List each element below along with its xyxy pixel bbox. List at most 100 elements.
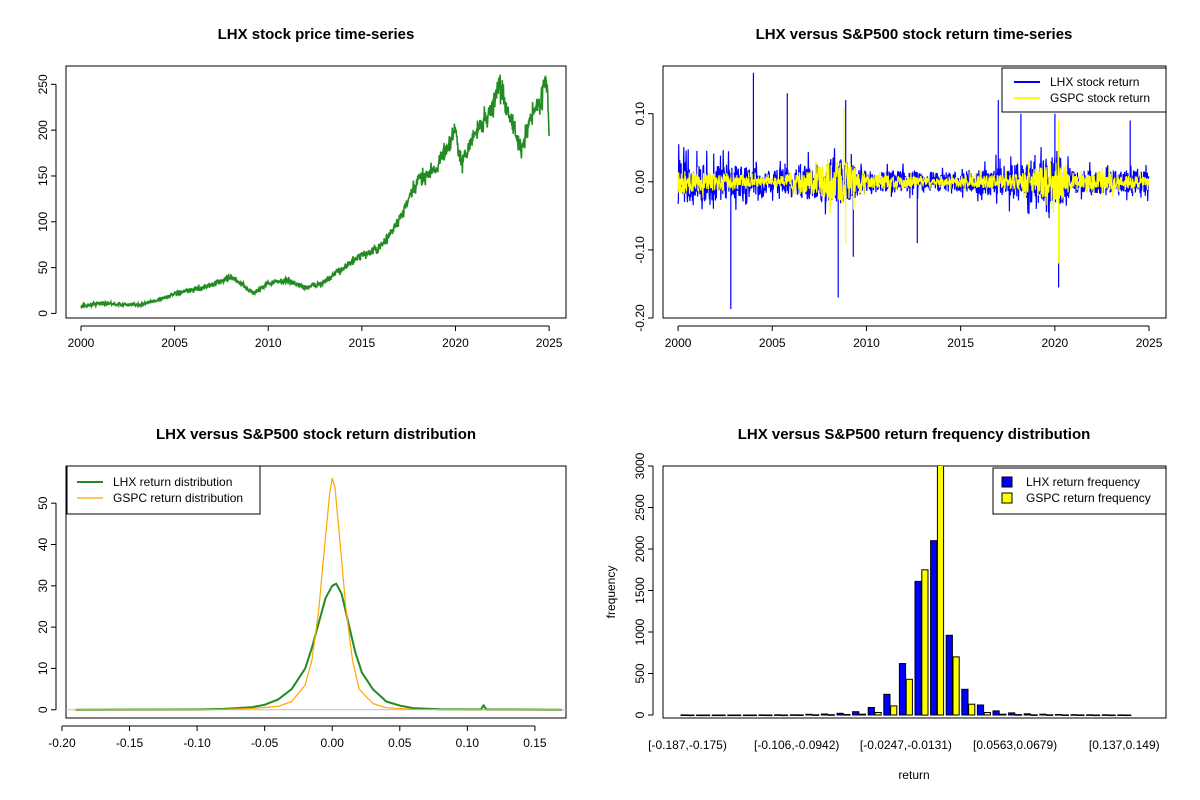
chart-title: LHX versus S&P500 stock return time-seri…: [756, 26, 1073, 43]
legend-box: [992, 467, 1167, 515]
x-tick-label: 2000: [68, 336, 95, 350]
lhx-frequency-bar: [774, 714, 782, 716]
x-tick-label: 2025: [1136, 336, 1163, 350]
legend-label: GSPC return frequency: [1026, 491, 1151, 505]
lhx-frequency-bar: [805, 713, 813, 716]
legend-swatch: [1001, 476, 1013, 488]
gspc-frequency-bar: [890, 705, 898, 716]
x-tick-label: [0.137,0.149): [1089, 738, 1160, 752]
gspc-frequency-bar: [1108, 714, 1116, 717]
y-tick-label: 0: [36, 706, 50, 713]
x-tick-label: 2000: [665, 336, 692, 350]
gspc-frequency-bar: [843, 714, 851, 716]
lhx-frequency-bar: [1023, 713, 1031, 716]
plot-frame: [662, 465, 1167, 719]
y-tick-label: 50: [36, 261, 50, 275]
gspc-frequency-bar: [827, 714, 835, 716]
lhx-frequency-bar: [945, 634, 953, 716]
x-tick-label: 2005: [759, 336, 786, 350]
lhx-frequency-bar: [1008, 712, 1016, 716]
gspc-frequency-bar: [936, 466, 945, 716]
lhx-frequency-bar: [914, 580, 922, 716]
gspc-frequency-bar: [999, 713, 1007, 716]
x-tick-label: 0.00: [321, 736, 345, 750]
y-tick-label: 0.00: [633, 170, 647, 194]
lhx-frequency-bar: [789, 714, 797, 716]
gspc-frequency-bar: [734, 714, 742, 717]
gspc-frequency-bar: [1092, 714, 1101, 717]
x-axis-label: return: [898, 768, 929, 782]
y-tick-label: 2500: [633, 494, 647, 521]
lhx-frequency-bar: [1117, 714, 1125, 717]
y-tick-label: 20: [36, 620, 50, 634]
x-tick-label: -0.05: [251, 736, 279, 750]
lhx-price-line: [80, 74, 550, 310]
gspc-frequency-bar: [905, 678, 913, 716]
lhx-frequency-bar: [742, 714, 751, 717]
legend-label: LHX return distribution: [113, 475, 232, 489]
lhx-frequency-bar: [852, 711, 860, 716]
gspc-frequency-bar: [780, 714, 789, 717]
gspc-frequency-bar: [702, 714, 711, 717]
lhx-frequency-bar: [758, 714, 766, 717]
plot-frame: [662, 65, 1167, 319]
gspc-frequency-bar: [812, 714, 820, 716]
x-tick-label: 2025: [536, 336, 563, 350]
gspc-frequency-bar: [952, 656, 960, 716]
lhx-frequency-bar: [1101, 714, 1109, 716]
y-tick-label: 40: [36, 537, 50, 551]
x-tick-label: -0.20: [48, 736, 76, 750]
gspc-frequency-bar: [983, 712, 991, 716]
gspc-density-line: [75, 477, 562, 711]
gspc-frequency-bar: [1030, 714, 1038, 716]
x-tick-label: 0.10: [456, 736, 480, 750]
legend-label: GSPC return distribution: [113, 491, 243, 505]
x-tick-label: 2005: [161, 336, 188, 350]
lhx-frequency-bar: [992, 710, 1000, 716]
lhx-frequency-bar: [1054, 714, 1063, 716]
x-tick-label: 2015: [349, 336, 376, 350]
x-tick-label: 2020: [1041, 336, 1068, 350]
y-tick-label: -0.10: [633, 236, 647, 264]
gspc-frequency-bar: [1014, 714, 1023, 716]
lhx-frequency-bar: [727, 714, 735, 717]
y-tick-label: 30: [36, 579, 50, 593]
gspc-frequency-bar: [1061, 714, 1069, 717]
lhx-frequency-bar: [961, 688, 969, 716]
x-tick-label: 2015: [947, 336, 974, 350]
y-tick-label: 2000: [633, 535, 647, 562]
x-tick-label: 2020: [442, 336, 469, 350]
lhx-frequency-bar: [930, 540, 938, 716]
y-tick-label: 50: [36, 496, 50, 510]
y-tick-label: -0.20: [633, 304, 647, 332]
lhx-frequency-bar: [976, 704, 985, 716]
x-tick-label: -0.10: [183, 736, 211, 750]
gspc-frequency-bar: [1077, 714, 1085, 717]
y-tick-label: 0: [36, 310, 50, 317]
y-axis-label: frequency: [604, 566, 618, 619]
gspc-frequency-bar: [1124, 714, 1132, 717]
lhx-frequency-bar: [1086, 714, 1094, 716]
lhx-density-line: [75, 582, 562, 711]
return-distribution-panel: LHX versus S&P500 stock return distribut…: [36, 426, 567, 750]
lhx-frequency-bar: [867, 707, 875, 716]
x-tick-label: [-0.0247,-0.0131): [860, 738, 952, 752]
y-tick-label: 1000: [633, 618, 647, 645]
y-tick-label: 0.10: [633, 102, 647, 126]
lhx-frequency-bar: [883, 693, 891, 716]
x-tick-label: 2010: [255, 336, 282, 350]
y-tick-label: 250: [36, 74, 50, 94]
gspc-return-series: [677, 106, 1150, 264]
gspc-frequency-bar: [921, 569, 929, 716]
lhx-frequency-bar: [711, 714, 719, 717]
x-tick-label: -0.15: [116, 736, 144, 750]
plot-frame: [65, 465, 567, 719]
legend-label: GSPC stock return: [1050, 91, 1150, 105]
lhx-frequency-bar: [820, 713, 829, 716]
gspc-frequency-bar: [796, 714, 804, 717]
legend-label: LHX return frequency: [1026, 475, 1140, 489]
return-frequency-panel: LHX versus S&P500 return frequency distr…: [604, 426, 1167, 782]
gspc-frequency-bar: [718, 714, 726, 717]
x-tick-label: [-0.187,-0.175): [648, 738, 727, 752]
chart-title: LHX versus S&P500 return frequency distr…: [738, 426, 1091, 443]
